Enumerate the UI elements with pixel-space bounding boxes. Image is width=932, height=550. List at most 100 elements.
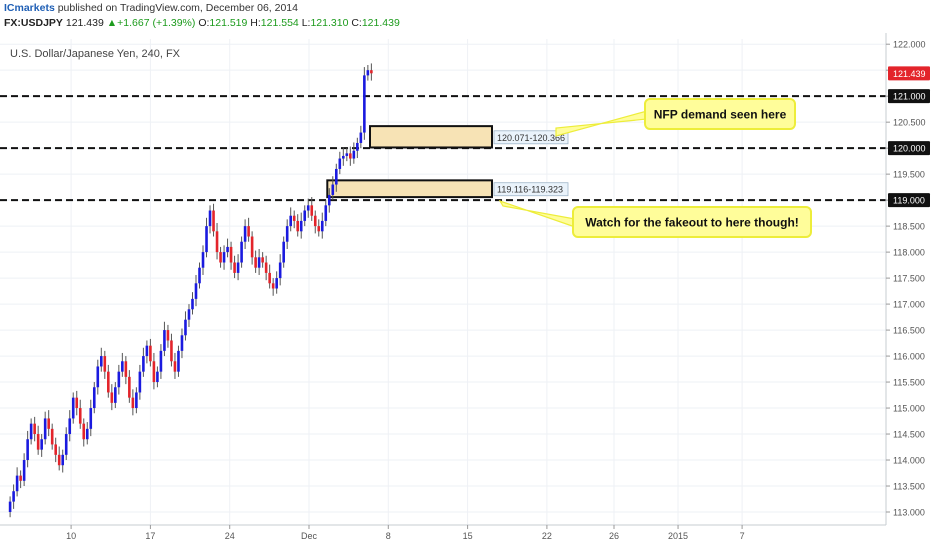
candle-body <box>215 231 219 253</box>
candle-body <box>180 335 184 351</box>
low-value: 121.310 <box>310 17 349 29</box>
candle-body <box>61 454 65 466</box>
candle-body <box>187 309 191 320</box>
y-tick-label: 119.000 <box>893 196 925 206</box>
candle-body <box>345 153 349 156</box>
y-tick-label: 120.000 <box>893 144 926 154</box>
y-tick-highlight <box>888 89 930 104</box>
candle-body <box>159 350 163 372</box>
y-tick-label: 118.500 <box>893 222 925 232</box>
candle-body <box>264 262 268 273</box>
symbol-info: FX:USDJPY 121.439 ▲+1.667 (+1.39%) O:121… <box>4 17 400 29</box>
chart-title: U.S. Dollar/Japanese Yen, 240, FX <box>10 48 181 60</box>
candle-body <box>334 168 338 185</box>
candle-body <box>324 205 328 221</box>
candle-body <box>36 434 40 450</box>
x-tick-label: Dec <box>301 531 318 541</box>
candle-body <box>107 371 110 393</box>
open-value: 121.519 <box>209 17 248 29</box>
candle-body <box>75 397 79 409</box>
candle-body <box>327 194 331 206</box>
candle-body <box>349 153 352 159</box>
last-price: 121.439 <box>65 17 104 29</box>
zone-box <box>369 125 493 149</box>
candle-body <box>205 226 208 253</box>
candle-body <box>352 150 356 159</box>
candle-body <box>289 215 292 227</box>
x-tick-label: 8 <box>386 531 391 541</box>
candle-body <box>131 397 135 409</box>
candle-body <box>208 210 212 227</box>
candle-body <box>370 70 373 74</box>
last-price-label: 121.439 <box>893 69 926 79</box>
callout-layer: NFP demand seen here Watch for the fakeou… <box>498 98 812 238</box>
candle-body <box>229 246 233 263</box>
zone-label: 119.116-119.323 <box>497 185 563 195</box>
candle-body <box>43 418 47 440</box>
candle-body <box>247 226 250 237</box>
candle-body <box>292 215 296 221</box>
candle-body <box>342 155 345 159</box>
x-tick-label: 15 <box>463 531 473 541</box>
price-chart[interactable]: 120.071-120.366 119.116-119.323 NFP deman… <box>0 33 932 550</box>
candle-body <box>29 423 33 440</box>
callout-text: NFP demand seen here <box>654 108 787 122</box>
candle-body <box>145 345 149 357</box>
candle-body <box>363 75 366 133</box>
candle-body <box>33 423 36 435</box>
candle-body <box>68 418 72 435</box>
low-label: L: <box>301 17 311 29</box>
y-tick-label: 119.500 <box>893 170 925 180</box>
zone-label-bg <box>493 130 569 145</box>
candle-body <box>285 226 289 242</box>
candle-body <box>282 241 285 263</box>
candle-body <box>296 220 300 232</box>
x-tick-label: 22 <box>542 531 552 541</box>
candle-body <box>121 361 124 372</box>
zone-label: 120.071-120.366 <box>497 133 565 143</box>
axes-layer: 113.000 113.500 114.000 114.500 115.000 115.5… <box>0 33 930 541</box>
zone-layer: 120.071-120.366 119.116-119.323 <box>326 125 569 199</box>
close-value: 121.439 <box>361 17 400 29</box>
change-up-icon: ▲ <box>106 17 118 29</box>
candle-body <box>114 387 117 403</box>
candle-body <box>64 434 68 455</box>
y-tick-label: 115.500 <box>893 378 925 388</box>
y-tick-label: 115.000 <box>893 404 925 414</box>
candle-body <box>184 319 187 336</box>
candle-body <box>257 257 261 268</box>
publisher-name[interactable]: ICmarkets <box>4 2 55 14</box>
level-layer <box>0 95 886 202</box>
candle-body <box>82 423 86 440</box>
y-tick-label: 122.000 <box>893 40 926 50</box>
open-label: O: <box>198 17 210 29</box>
x-tick-label: 26 <box>609 531 619 541</box>
candle-body <box>268 272 271 284</box>
candle-body <box>12 491 15 502</box>
high-value: 121.554 <box>260 17 299 29</box>
candle-body <box>128 376 131 398</box>
candle-body <box>40 439 43 450</box>
candle-body <box>177 350 180 372</box>
candle-body <box>152 361 156 383</box>
publish-text: published on TradingView.com, December 0… <box>54 2 298 14</box>
y-tick-label: 113.500 <box>893 482 925 492</box>
candle-body <box>191 298 194 310</box>
candle-body <box>236 262 240 273</box>
candle-body <box>170 340 173 362</box>
candle-body <box>261 257 264 263</box>
candle-body <box>331 184 335 195</box>
candle-body <box>166 330 170 341</box>
candle-layer <box>8 63 373 518</box>
callout-text: Watch for the fakeout to here though! <box>585 216 799 230</box>
candle-body <box>173 361 177 372</box>
x-tick-label: 2015 <box>668 531 688 541</box>
candle-body <box>306 205 310 211</box>
callout-pointer <box>555 110 648 137</box>
close-label: C: <box>351 17 362 29</box>
candle-body <box>54 444 57 455</box>
y-tick-label: 120.500 <box>893 118 926 128</box>
candle-body <box>89 408 93 429</box>
y-tick-label: 117.000 <box>893 300 925 310</box>
candle-body <box>271 283 275 289</box>
